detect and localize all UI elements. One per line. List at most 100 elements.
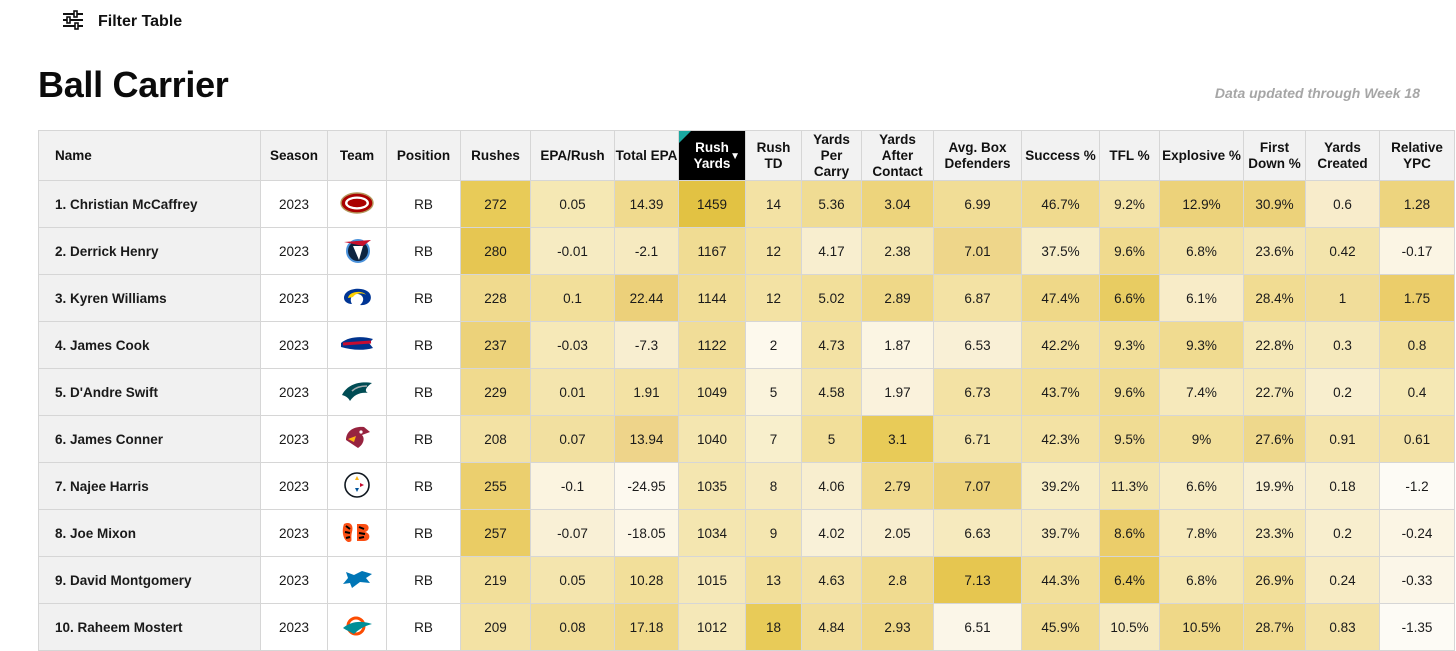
column-header-rel-ypc[interactable]: Relative YPC <box>1379 130 1455 181</box>
cell-epa-rush: 0.08 <box>530 603 615 651</box>
table-row[interactable]: 1. Christian McCaffrey 2023 RB 272 0.05 14.39… <box>38 180 1455 228</box>
cell-rush-yards: 1034 <box>678 509 746 557</box>
cell-rush-yards: 1049 <box>678 368 746 416</box>
cell-yac: 2.93 <box>861 603 934 651</box>
cell-total-epa: 22.44 <box>614 274 679 322</box>
cell-yards-created: 0.18 <box>1305 462 1380 510</box>
cell-yards-created: 0.2 <box>1305 509 1380 557</box>
cell-rush-yards: 1040 <box>678 415 746 463</box>
cell-epa-rush: -0.07 <box>530 509 615 557</box>
table-row[interactable]: 10. Raheem Mostert 2023 RB 209 0.08 17.18 1012… <box>38 603 1455 651</box>
cell-rush-td: 8 <box>745 462 802 510</box>
column-header-season[interactable]: Season <box>260 130 328 181</box>
cell-rel-ypc: 1.75 <box>1379 274 1455 322</box>
cell-rushes: 257 <box>460 509 531 557</box>
table-row[interactable]: 4. James Cook 2023 RB 237 -0.03 -7.3 1122 2 4.73… <box>38 321 1455 369</box>
column-header-label: Relative YPC <box>1391 139 1443 171</box>
column-header-tfl[interactable]: TFL % <box>1099 130 1160 181</box>
player-name-cell: 1. Christian McCaffrey <box>38 180 261 228</box>
sort-indicator-corner <box>679 131 691 143</box>
team-logo-cell <box>327 368 387 416</box>
cell-total-epa: 17.18 <box>614 603 679 651</box>
cell-yards-created: 0.24 <box>1305 556 1380 604</box>
table-row[interactable]: 8. Joe Mixon 2023 RB 257 -0.07 -18.05 1034 9 4.0… <box>38 509 1455 557</box>
column-header-name[interactable]: Name <box>38 130 261 181</box>
cell-tfl: 9.5% <box>1099 415 1160 463</box>
column-header-rushes[interactable]: Rushes <box>460 130 531 181</box>
cell-epa-rush: 0.05 <box>530 180 615 228</box>
cell-epa-rush: 0.01 <box>530 368 615 416</box>
cell-rel-ypc: -0.24 <box>1379 509 1455 557</box>
column-header-label: First Down % <box>1248 139 1301 171</box>
cell-rel-ypc: 0.61 <box>1379 415 1455 463</box>
cell-explosive: 7.4% <box>1159 368 1244 416</box>
cell-season: 2023 <box>260 556 328 604</box>
cell-box: 7.01 <box>933 227 1022 275</box>
column-header-ypc[interactable]: Yards Per Carry <box>801 130 862 181</box>
cell-success: 39.2% <box>1021 462 1100 510</box>
cell-rush-td: 13 <box>745 556 802 604</box>
cell-box: 6.71 <box>933 415 1022 463</box>
cell-total-epa: -18.05 <box>614 509 679 557</box>
column-header-explosive[interactable]: Explosive % <box>1159 130 1244 181</box>
cell-success: 46.7% <box>1021 180 1100 228</box>
cell-total-epa: -24.95 <box>614 462 679 510</box>
cell-ypc: 4.84 <box>801 603 862 651</box>
table-row[interactable]: 7. Najee Harris 2023 RB 255 -0.1 -24.95 1035 8 4… <box>38 462 1455 510</box>
cell-yac: 2.05 <box>861 509 934 557</box>
table-row[interactable]: 9. David Montgomery 2023 RB 219 0.05 10.28 101… <box>38 556 1455 604</box>
cell-box: 6.99 <box>933 180 1022 228</box>
cell-season: 2023 <box>260 603 328 651</box>
column-header-yards-created[interactable]: Yards Created <box>1305 130 1380 181</box>
cell-explosive: 10.5% <box>1159 603 1244 651</box>
table-row[interactable]: 5. D'Andre Swift 2023 RB 229 0.01 1.91 1049 5 4.… <box>38 368 1455 416</box>
column-header-team[interactable]: Team <box>327 130 387 181</box>
cell-position: RB <box>386 509 461 557</box>
player-name-cell: 3. Kyren Williams <box>38 274 261 322</box>
column-header-rush-yards[interactable]: Rush Yards ▼ <box>678 130 746 181</box>
team-logo-cell <box>327 603 387 651</box>
cell-rushes: 280 <box>460 227 531 275</box>
team-logo-det-icon <box>340 568 374 593</box>
table-row[interactable]: 2. Derrick Henry 2023 RB 280 -0.01 -2.1 1167 12… <box>38 227 1455 275</box>
column-header-rush-td[interactable]: Rush TD <box>745 130 802 181</box>
cell-position: RB <box>386 227 461 275</box>
cell-yac: 2.79 <box>861 462 934 510</box>
cell-success: 42.3% <box>1021 415 1100 463</box>
cell-rushes: 272 <box>460 180 531 228</box>
column-header-epa-rush[interactable]: EPA/Rush <box>530 130 615 181</box>
cell-rushes: 255 <box>460 462 531 510</box>
cell-epa-rush: -0.1 <box>530 462 615 510</box>
column-header-box[interactable]: Avg. Box Defenders <box>933 130 1022 181</box>
cell-first-down: 23.6% <box>1243 227 1306 275</box>
cell-ypc: 4.02 <box>801 509 862 557</box>
cell-position: RB <box>386 368 461 416</box>
column-header-label: Position <box>396 147 451 163</box>
cell-total-epa: -2.1 <box>614 227 679 275</box>
column-header-label: TFL % <box>1109 147 1150 163</box>
cell-tfl: 8.6% <box>1099 509 1160 557</box>
column-header-success[interactable]: Success % <box>1021 130 1100 181</box>
cell-yac: 2.89 <box>861 274 934 322</box>
column-header-label: Season <box>269 147 319 163</box>
cell-yards-created: 0.42 <box>1305 227 1380 275</box>
team-logo-cell <box>327 509 387 557</box>
filter-table-button[interactable]: Filter Table <box>62 8 182 36</box>
column-header-yac[interactable]: Yards After Contact <box>861 130 934 181</box>
cell-first-down: 23.3% <box>1243 509 1306 557</box>
cell-first-down: 27.6% <box>1243 415 1306 463</box>
cell-rush-yards: 1012 <box>678 603 746 651</box>
column-header-position[interactable]: Position <box>386 130 461 181</box>
column-header-first-down[interactable]: First Down % <box>1243 130 1306 181</box>
table-row[interactable]: 3. Kyren Williams 2023 RB 228 0.1 22.44 1144 12… <box>38 274 1455 322</box>
cell-rush-td: 18 <box>745 603 802 651</box>
cell-success: 43.7% <box>1021 368 1100 416</box>
cell-tfl: 6.6% <box>1099 274 1160 322</box>
cell-total-epa: -7.3 <box>614 321 679 369</box>
column-header-total-epa[interactable]: Total EPA <box>614 130 679 181</box>
cell-rush-yards: 1167 <box>678 227 746 275</box>
cell-yac: 3.04 <box>861 180 934 228</box>
cell-success: 45.9% <box>1021 603 1100 651</box>
column-header-label: Team <box>339 147 375 163</box>
table-row[interactable]: 6. James Conner 2023 RB 208 0.07 13.94 1040 7 5 3… <box>38 415 1455 463</box>
